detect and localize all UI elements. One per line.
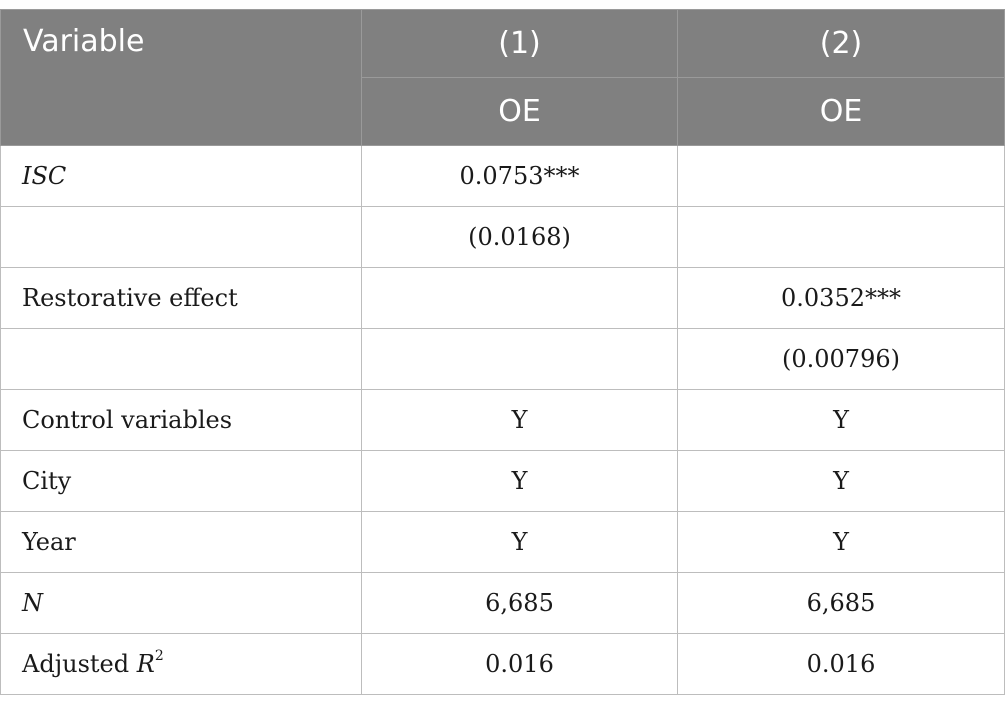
cell-model-1: [361, 328, 678, 390]
row-label: ISC: [0, 145, 362, 207]
row-label: Restorative effect: [0, 267, 362, 329]
table-row-city: City Y Y: [0, 450, 1005, 512]
cell-model-2: 0.0352***: [677, 267, 1005, 329]
regression-table-container: Variable (1) (2) OE OE ISC 0.0753*** (0.…: [0, 9, 1005, 695]
label-superscript: 2: [154, 648, 164, 664]
cell-model-1: 0.0753***: [361, 145, 678, 207]
header-row-dependent-variable: OE OE: [1, 77, 1005, 146]
cell-model-1: 0.016: [361, 633, 678, 695]
cell-model-1: Y: [361, 450, 678, 512]
header-model-2: (2): [677, 9, 1005, 78]
header-row-model-numbers: Variable (1) (2): [0, 9, 1005, 146]
row-label: Year: [0, 511, 362, 573]
label-variable: R: [136, 650, 155, 678]
label-prefix: Adjusted: [22, 650, 137, 678]
cell-model-2: 6,685: [677, 572, 1005, 634]
table-row-control-variables: Control variables Y Y: [0, 389, 1005, 451]
row-label: [0, 206, 362, 268]
table-row-restorative-effect: Restorative effect 0.0352***: [0, 267, 1005, 329]
cell-model-1: [361, 267, 678, 329]
cell-model-2: [677, 145, 1005, 207]
table-row-restorative-effect-se: (0.00796): [0, 328, 1005, 390]
row-label: N: [0, 572, 362, 634]
header-dependent-2: OE: [677, 77, 1005, 146]
cell-model-1: Y: [361, 511, 678, 573]
row-label: [0, 328, 362, 390]
cell-model-1: 6,685: [361, 572, 678, 634]
cell-model-2: Y: [677, 511, 1005, 573]
header-dependent-1: OE: [361, 77, 678, 146]
table-row-n: N 6,685 6,685: [0, 572, 1005, 634]
header-variable: Variable: [0, 9, 362, 146]
row-label: City: [0, 450, 362, 512]
table-row-isc-se: (0.0168): [0, 206, 1005, 268]
table-row-adjusted-r2: Adjusted R2 0.016 0.016: [0, 633, 1005, 695]
table-row-isc: ISC 0.0753***: [0, 145, 1005, 207]
row-label: Control variables: [0, 389, 362, 451]
cell-model-2: Y: [677, 450, 1005, 512]
table-header: Variable (1) (2) OE OE: [0, 9, 1005, 146]
regression-table: Variable (1) (2) OE OE ISC 0.0753*** (0.…: [0, 9, 1005, 695]
table-body: ISC 0.0753*** (0.0168) Restorative effec…: [0, 145, 1005, 695]
table-row-year: Year Y Y: [0, 511, 1005, 573]
cell-model-1: (0.0168): [361, 206, 678, 268]
cell-model-2: [677, 206, 1005, 268]
cell-model-2: 0.016: [677, 633, 1005, 695]
cell-model-1: Y: [361, 389, 678, 451]
cell-model-2: (0.00796): [677, 328, 1005, 390]
row-label: Adjusted R2: [0, 633, 362, 695]
cell-model-2: Y: [677, 389, 1005, 451]
header-model-1: (1): [361, 9, 678, 78]
